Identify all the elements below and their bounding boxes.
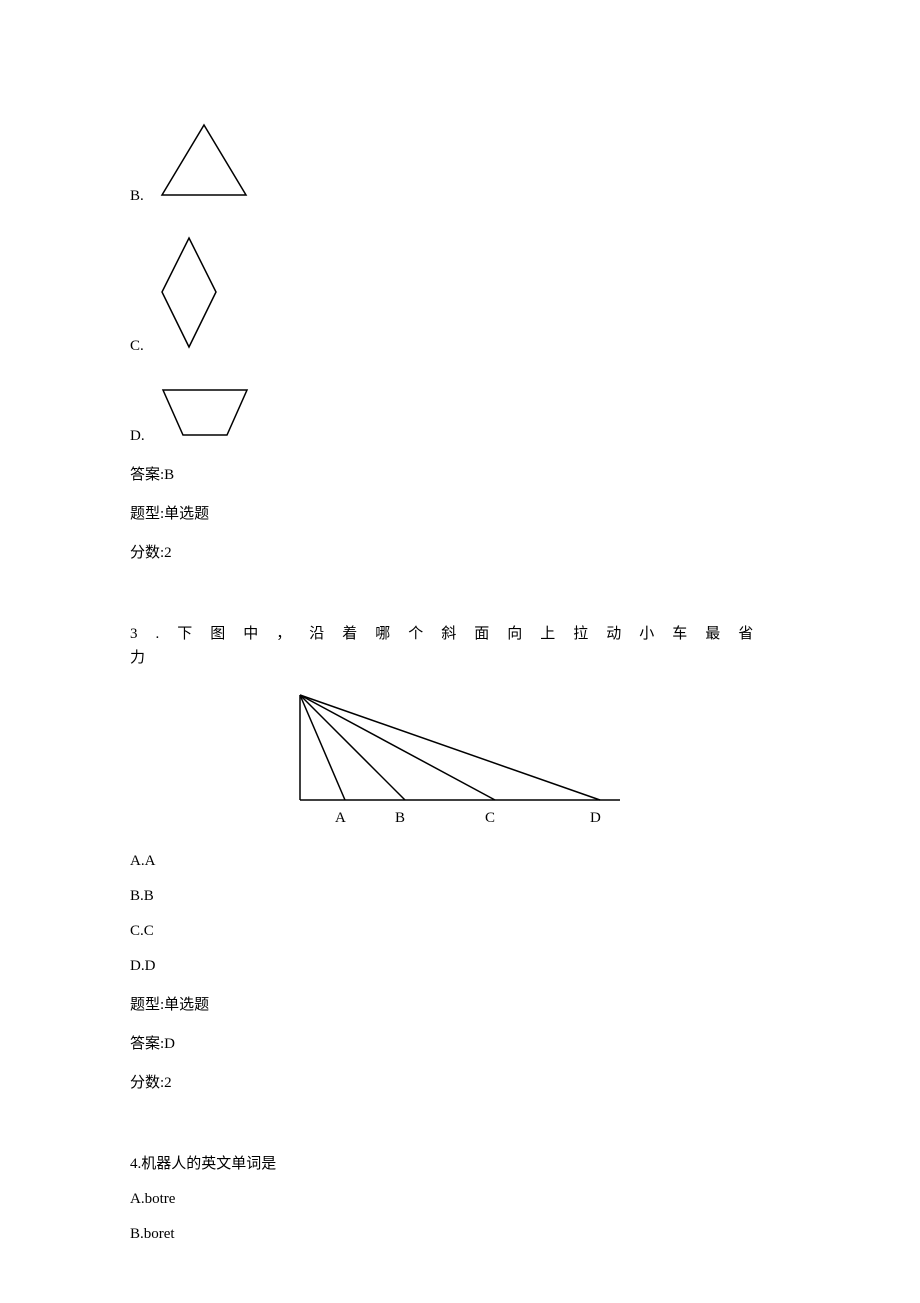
q2-type: 题型:单选题 <box>130 502 790 523</box>
triangle-shape <box>154 120 254 205</box>
option-b-row: B. <box>130 120 790 205</box>
diagram-label-d: D <box>590 810 601 826</box>
q3-options: A.A B.B C.C D.D <box>130 853 790 975</box>
option-b-label: B. <box>130 188 144 205</box>
q3-diagram: A B C D <box>130 690 790 835</box>
q4-option-b: B.boret <box>130 1226 790 1243</box>
q3-option-c: C.C <box>130 923 790 940</box>
q3-answer: 答案:D <box>130 1032 790 1053</box>
option-d-label: D. <box>130 428 145 445</box>
option-c-label: C. <box>130 338 144 355</box>
diagram-label-a: A <box>335 810 346 826</box>
q3-type: 题型:单选题 <box>130 993 790 1014</box>
q3-text: 3.下图中，沿着哪个斜面向上拉动小车最省力 <box>130 622 790 670</box>
trapezoid-shape <box>155 385 255 445</box>
q3-score: 分数:2 <box>130 1071 790 1092</box>
q2-score: 分数:2 <box>130 541 790 562</box>
q3-option-b: B.B <box>130 888 790 905</box>
diagram-label-b: B <box>395 810 405 826</box>
q3-block: 3.下图中，沿着哪个斜面向上拉动小车最省力 A B C D A.A B.B C.… <box>130 622 790 1092</box>
q2-answer: 答案:B <box>130 463 790 484</box>
q3-option-a: A.A <box>130 853 790 870</box>
diagram-label-c: C <box>485 810 495 826</box>
option-d-row: D. <box>130 385 790 445</box>
q3-option-d: D.D <box>130 958 790 975</box>
diamond-shape <box>154 235 224 355</box>
q4-option-a: A.botre <box>130 1191 790 1208</box>
q4-title: 4.机器人的英文单词是 <box>130 1152 790 1173</box>
option-c-row: C. <box>130 235 790 355</box>
